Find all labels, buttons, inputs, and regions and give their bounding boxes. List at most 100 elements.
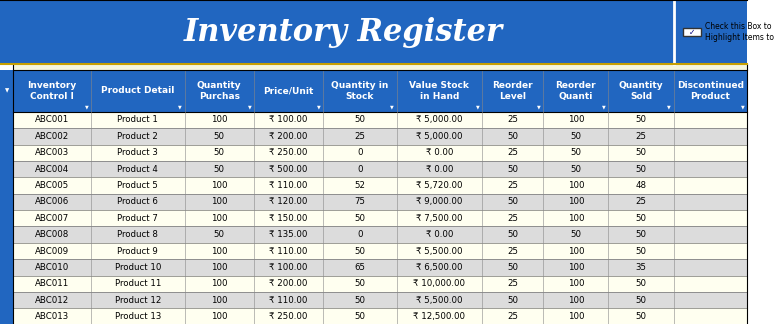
FancyBboxPatch shape [683,28,701,36]
Text: Reorder
Level: Reorder Level [493,81,533,101]
Text: ₹ 100.00: ₹ 100.00 [269,115,308,124]
Text: 50: 50 [636,230,647,239]
Text: ₹ 5,500.00: ₹ 5,500.00 [416,296,463,305]
Text: ₹ 9,000.00: ₹ 9,000.00 [416,197,462,206]
Text: 100: 100 [211,296,228,305]
FancyBboxPatch shape [13,64,747,70]
FancyBboxPatch shape [674,0,747,64]
Text: ▼: ▼ [5,88,9,93]
Text: 50: 50 [636,115,647,124]
Text: 25: 25 [354,132,365,141]
Text: ▼: ▼ [84,104,88,110]
Text: ₹ 5,500.00: ₹ 5,500.00 [416,247,463,256]
FancyBboxPatch shape [13,177,747,194]
Text: ₹ 5,000.00: ₹ 5,000.00 [416,132,463,141]
Text: ₹ 200.00: ₹ 200.00 [269,132,308,141]
Text: Product 6: Product 6 [117,197,158,206]
Text: 100: 100 [568,296,584,305]
Text: 50: 50 [636,279,647,288]
Text: 48: 48 [636,181,647,190]
Text: ₹ 250.00: ₹ 250.00 [269,148,308,157]
Text: ₹ 110.00: ₹ 110.00 [269,247,308,256]
FancyBboxPatch shape [13,161,747,177]
Text: 50: 50 [508,197,518,206]
Text: 50: 50 [213,148,224,157]
Text: Product 9: Product 9 [117,247,158,256]
FancyBboxPatch shape [13,210,747,226]
FancyBboxPatch shape [0,0,747,64]
Text: ₹ 6,500.00: ₹ 6,500.00 [416,263,463,272]
Text: Price/Unit: Price/Unit [264,87,314,95]
Text: 100: 100 [211,247,228,256]
Text: ₹ 0.00: ₹ 0.00 [425,148,453,157]
Text: 25: 25 [508,279,518,288]
Text: ABC010: ABC010 [35,263,70,272]
Text: 50: 50 [636,312,647,321]
FancyBboxPatch shape [13,243,747,259]
Text: 50: 50 [354,115,365,124]
Text: ₹ 12,500.00: ₹ 12,500.00 [414,312,465,321]
Text: ₹ 500.00: ₹ 500.00 [269,165,308,174]
Text: ▼: ▼ [667,104,671,110]
Text: ₹ 5,000.00: ₹ 5,000.00 [416,115,463,124]
Text: ▼: ▼ [248,104,251,110]
FancyBboxPatch shape [13,194,747,210]
Text: ₹ 5,720.00: ₹ 5,720.00 [416,181,463,190]
Text: 52: 52 [354,181,365,190]
Text: Product Detail: Product Detail [101,87,174,95]
Text: ABC011: ABC011 [35,279,70,288]
Text: ₹ 135.00: ₹ 135.00 [269,230,308,239]
Text: Product 7: Product 7 [117,214,158,223]
Text: 25: 25 [636,197,647,206]
Text: 50: 50 [636,165,647,174]
Text: 50: 50 [570,132,581,141]
FancyBboxPatch shape [13,308,747,324]
Text: 50: 50 [354,247,365,256]
Text: ABC001: ABC001 [35,115,70,124]
Text: ABC007: ABC007 [35,214,70,223]
Text: 50: 50 [570,148,581,157]
Text: 100: 100 [568,181,584,190]
Text: ₹ 0.00: ₹ 0.00 [425,165,453,174]
Text: 35: 35 [636,263,647,272]
Text: ▼: ▼ [475,104,479,110]
Text: Value Stock
in Hand: Value Stock in Hand [410,81,469,101]
Text: Product 11: Product 11 [115,279,161,288]
Text: ABC004: ABC004 [35,165,70,174]
FancyBboxPatch shape [13,145,747,161]
Text: 25: 25 [508,312,518,321]
Text: 100: 100 [211,312,228,321]
Text: 50: 50 [508,165,518,174]
Text: 0: 0 [357,148,363,157]
Text: Product 2: Product 2 [117,132,158,141]
Text: 100: 100 [568,197,584,206]
Text: ABC009: ABC009 [35,247,70,256]
Text: ✓: ✓ [688,28,695,37]
Text: 100: 100 [211,214,228,223]
Text: ₹ 150.00: ₹ 150.00 [269,214,308,223]
Text: ABC012: ABC012 [35,296,70,305]
Text: 25: 25 [508,214,518,223]
Text: ₹ 10,000.00: ₹ 10,000.00 [414,279,465,288]
Text: 0: 0 [357,230,363,239]
Text: 50: 50 [508,296,518,305]
Text: 50: 50 [213,230,224,239]
Text: 50: 50 [508,132,518,141]
FancyBboxPatch shape [13,259,747,276]
Text: ▼: ▼ [317,104,321,110]
Text: Quantity in
Stock: Quantity in Stock [332,81,389,101]
Text: 100: 100 [211,115,228,124]
Text: Discontinued
Product: Discontinued Product [677,81,744,101]
Text: 50: 50 [354,214,365,223]
Text: 100: 100 [568,312,584,321]
Text: Product 3: Product 3 [117,148,158,157]
Text: Quantity
Purchas: Quantity Purchas [197,81,242,101]
Text: 100: 100 [568,247,584,256]
Text: 100: 100 [211,263,228,272]
FancyBboxPatch shape [13,292,747,308]
Text: 100: 100 [211,181,228,190]
Text: ABC008: ABC008 [35,230,70,239]
Text: 25: 25 [636,132,647,141]
Text: 50: 50 [508,230,518,239]
Text: Inventory Register: Inventory Register [184,17,503,48]
